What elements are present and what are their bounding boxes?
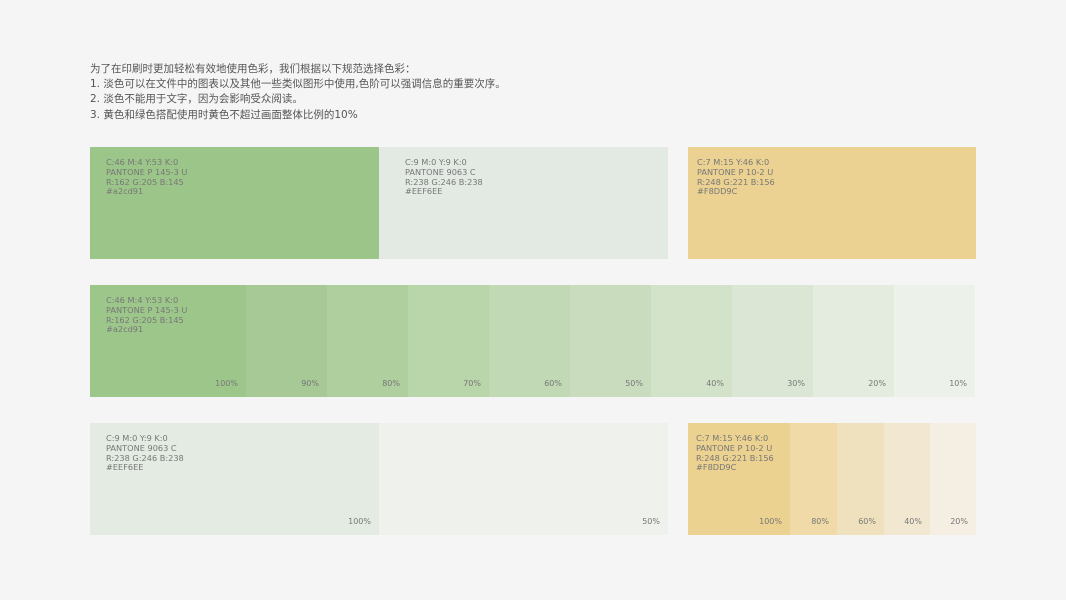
tint-cell: 50% [570, 285, 651, 397]
tint-cell: 100% [90, 285, 246, 397]
pantone-value: PANTONE P 10-2 U [696, 442, 773, 453]
tint-cell: 90% [246, 285, 327, 397]
hex-value: #a2cd91 [106, 324, 144, 335]
light-scale-info: C:9 M:0 Y:9 K:0 PANTONE 9063 C R:238 G:2… [106, 433, 184, 473]
hex-value: #F8DD9C [697, 186, 738, 197]
tint-percent-label: 70% [463, 379, 481, 388]
hex-value: #EEF6EE [405, 186, 443, 197]
tint-percent-label: 100% [348, 517, 371, 526]
yellow-tint-scale: 100% 80% 60% 40% 20% [688, 423, 976, 535]
tint-cell: 60% [489, 285, 570, 397]
tint-cell: 80% [327, 285, 408, 397]
tint-cell: 100% [90, 423, 379, 535]
pantone-value: PANTONE P 145-3 U [106, 304, 188, 315]
tint-cell: 20% [930, 423, 976, 535]
tint-percent-label: 40% [706, 379, 724, 388]
tint-cell: 40% [884, 423, 930, 535]
tint-cell: 80% [790, 423, 837, 535]
tint-percent-label: 80% [811, 517, 829, 526]
tint-percent-label: 50% [625, 379, 643, 388]
yellow-swatch: C:7 M:15 Y:46 K:0 PANTONE P 10-2 U R:248… [688, 147, 976, 259]
tint-cell: 10% [894, 285, 975, 397]
rgb-value: R:248 G:221 B:156 [696, 452, 774, 463]
hex-value: #F8DD9C [696, 462, 737, 473]
tint-cell: 40% [651, 285, 732, 397]
hex-value: #EEF6EE [106, 462, 144, 473]
cmyk-value: C:7 M:15 Y:46 K:0 [696, 433, 769, 443]
pantone-value: PANTONE 9063 C [405, 166, 476, 177]
tint-percent-label: 10% [949, 379, 967, 388]
tint-cell: 30% [732, 285, 813, 397]
light-swatch: C:9 M:0 Y:9 K:0 PANTONE 9063 C R:238 G:2… [379, 147, 668, 259]
green-tint-scale: 100% 90% 80% 70% 60% 50% 40% 30% 20% 10% [90, 285, 976, 397]
tint-percent-label: 30% [787, 379, 805, 388]
rgb-value: R:162 G:205 B:145 [106, 176, 184, 187]
tint-percent-label: 80% [382, 379, 400, 388]
pantone-value: PANTONE P 10-2 U [697, 166, 774, 177]
tint-percent-label: 20% [868, 379, 886, 388]
hex-value: #a2cd91 [106, 186, 144, 197]
yellow-scale-info: C:7 M:15 Y:46 K:0 PANTONE P 10-2 U R:248… [696, 433, 774, 473]
cmyk-value: C:46 M:4 Y:53 K:0 [106, 157, 179, 167]
tint-cell: 20% [813, 285, 894, 397]
green-swatch: C:46 M:4 Y:53 K:0 PANTONE P 145-3 U R:16… [90, 147, 379, 259]
cmyk-value: C:9 M:0 Y:9 K:0 [405, 157, 467, 167]
rgb-value: R:238 G:246 B:238 [106, 452, 184, 463]
tint-cell: 50% [379, 423, 668, 535]
rgb-value: R:248 G:221 B:156 [697, 176, 775, 187]
green-swatch-info: C:46 M:4 Y:53 K:0 PANTONE P 145-3 U R:16… [106, 157, 188, 197]
tint-percent-label: 60% [858, 517, 876, 526]
cmyk-value: C:46 M:4 Y:53 K:0 [106, 295, 179, 305]
tint-percent-label: 60% [544, 379, 562, 388]
tint-cell: 100% [688, 423, 790, 535]
intro-text: 为了在印刷时更加轻松有效地使用色彩，我们根据以下规范选择色彩： 1. 淡色可以在… [90, 62, 506, 123]
tint-percent-label: 40% [904, 517, 922, 526]
light-swatch-info: C:9 M:0 Y:9 K:0 PANTONE 9063 C R:238 G:2… [405, 157, 483, 197]
green-scale-info: C:46 M:4 Y:53 K:0 PANTONE P 145-3 U R:16… [106, 295, 188, 335]
pantone-value: PANTONE 9063 C [106, 442, 177, 453]
light-tint-scale: 100% 50% [90, 423, 668, 535]
intro-line: 为了在印刷时更加轻松有效地使用色彩，我们根据以下规范选择色彩： [90, 63, 416, 75]
tint-percent-label: 20% [950, 517, 968, 526]
tint-cell: 70% [408, 285, 489, 397]
intro-line: 3. 黄色和绿色搭配使用时黄色不超过画面整体比例的10% [90, 108, 358, 121]
pantone-value: PANTONE P 145-3 U [106, 166, 188, 177]
tint-percent-label: 100% [215, 379, 238, 388]
intro-line: 1. 淡色可以在文件中的图表以及其他一些类似图形中使用,色阶可以强调信息的重要次… [90, 78, 506, 91]
tint-percent-label: 100% [759, 517, 782, 526]
rgb-value: R:162 G:205 B:145 [106, 314, 184, 325]
cmyk-value: C:7 M:15 Y:46 K:0 [697, 157, 770, 167]
rgb-value: R:238 G:246 B:238 [405, 176, 483, 187]
tint-percent-label: 90% [301, 379, 319, 388]
yellow-swatch-info: C:7 M:15 Y:46 K:0 PANTONE P 10-2 U R:248… [697, 157, 775, 197]
tint-percent-label: 50% [642, 517, 660, 526]
intro-line: 2. 淡色不能用于文字，因为会影响受众阅读。 [90, 93, 303, 106]
tint-cell: 60% [837, 423, 884, 535]
cmyk-value: C:9 M:0 Y:9 K:0 [106, 433, 168, 443]
